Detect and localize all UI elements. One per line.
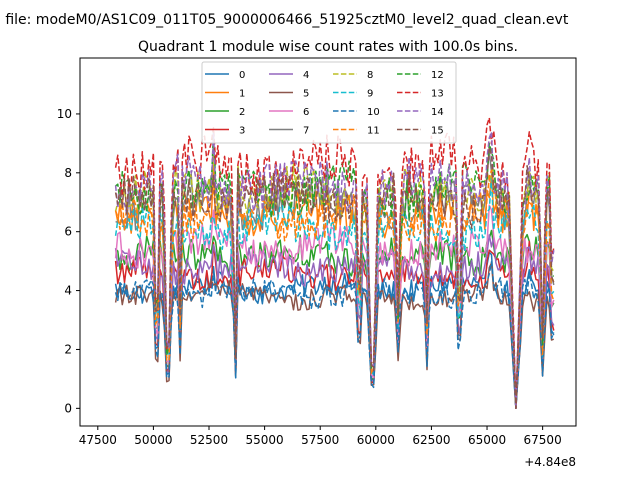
y-tick-label: 0 (64, 401, 72, 415)
x-tick-label: 65000 (468, 433, 506, 447)
x-tick-label: 52500 (190, 433, 228, 447)
legend-label-0: 0 (239, 70, 245, 81)
legend-label-6: 6 (303, 107, 309, 118)
legend-frame (201, 61, 457, 144)
legend-label-1: 1 (239, 89, 245, 100)
legend-label-4: 4 (303, 70, 309, 81)
series-lines (114, 117, 555, 410)
x-axis: 47500 50000 52500 55000 57500 60000 62500 65000… (79, 426, 562, 447)
y-tick-label: 10 (57, 107, 72, 121)
series-line-10 (114, 261, 555, 410)
chart-title: Quadrant 1 module wise count rates with … (138, 39, 518, 55)
series-line-5 (114, 262, 555, 410)
series-line-14 (114, 131, 555, 410)
legend-label-13: 13 (431, 89, 444, 100)
y-tick-label: 4 (64, 284, 72, 298)
series-line-12 (115, 131, 554, 410)
series-line-11 (114, 169, 555, 410)
x-tick-label: 55000 (246, 433, 284, 447)
legend-label-2: 2 (239, 107, 245, 118)
series-line-4 (114, 234, 555, 410)
x-tick-label: 67500 (524, 433, 562, 447)
series-line-15 (114, 146, 555, 410)
x-tick-label: 60000 (357, 433, 395, 447)
series-line-13 (114, 117, 555, 410)
legend-label-12: 12 (431, 70, 444, 81)
x-tick-label: 47500 (79, 433, 117, 447)
y-tick-label: 8 (64, 166, 72, 180)
legend-label-15: 15 (431, 126, 444, 137)
series-line-9 (114, 177, 555, 410)
legend-label-5: 5 (303, 89, 309, 100)
legend-label-9: 9 (367, 89, 373, 100)
x-tick-label: 62500 (412, 433, 450, 447)
x-tick-label: 50000 (134, 433, 172, 447)
legend-label-14: 14 (431, 107, 444, 118)
x-offset-label: +4.84e8 (524, 455, 576, 469)
suptitle: n file: modeM0/AS1C09_011T05_9000006466_… (0, 12, 569, 28)
legend-label-3: 3 (239, 126, 245, 137)
y-tick-label: 2 (64, 342, 72, 356)
legend-label-10: 10 (367, 107, 380, 118)
legend-label-11: 11 (367, 126, 380, 137)
x-tick-label: 57500 (301, 433, 339, 447)
plot-frame (79, 57, 577, 427)
y-tick-label: 6 (64, 225, 72, 239)
legend-label-7: 7 (303, 126, 309, 137)
y-axis: 0 2 4 6 8 10 (57, 107, 80, 415)
legend-label-8: 8 (367, 70, 373, 81)
